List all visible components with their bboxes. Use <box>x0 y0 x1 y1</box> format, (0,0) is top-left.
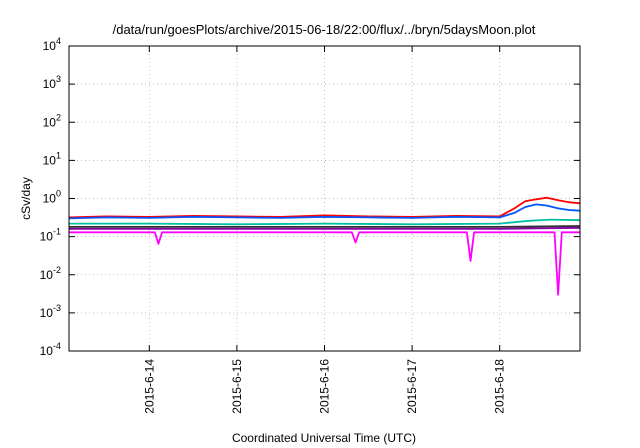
y-tick-label: 104 <box>43 36 61 53</box>
x-axis-label: Coordinated Universal Time (UTC) <box>232 431 416 445</box>
y-tick-label: 10-3 <box>40 303 61 320</box>
y-tick-base: 10 <box>40 268 54 282</box>
y-tick-exponent: 1 <box>56 150 61 160</box>
y-axis-label: cSv/day <box>19 177 33 220</box>
series-line-6 <box>69 231 580 296</box>
chart-title: /data/run/goesPlots/archive/2015-06-18/2… <box>113 22 536 37</box>
series-line-1 <box>68 196 581 219</box>
y-tick-label: 10-2 <box>40 265 61 282</box>
y-tick-exponent: -2 <box>53 265 61 275</box>
x-tick-label: 2015-6-16 <box>318 359 332 414</box>
y-tick-base: 10 <box>43 77 57 91</box>
y-tick-label: 10-4 <box>40 341 61 358</box>
x-tick-label: 2015-6-15 <box>230 359 244 414</box>
series-line-2 <box>68 203 581 220</box>
x-tick-label: 2015-6-18 <box>493 359 507 414</box>
series-line-3 <box>69 218 581 226</box>
y-tick-base: 10 <box>40 230 54 244</box>
y-tick-label: 102 <box>43 112 61 129</box>
y-tick-exponent: -3 <box>53 303 61 313</box>
y-tick-label: 103 <box>43 74 61 91</box>
x-tick-label: 2015-6-14 <box>142 359 156 414</box>
series-line-4 <box>69 225 581 228</box>
series-line-5 <box>69 226 581 230</box>
y-tick-exponent: -1 <box>53 227 61 237</box>
y-tick-base: 10 <box>40 344 54 358</box>
y-tick-exponent: 2 <box>56 112 61 122</box>
y-tick-base: 10 <box>43 115 57 129</box>
y-tick-exponent: 4 <box>56 36 61 46</box>
y-tick-label: 10-1 <box>40 227 61 244</box>
y-tick-base: 10 <box>40 306 54 320</box>
y-tick-base: 10 <box>43 39 57 53</box>
y-tick-base: 10 <box>43 153 57 167</box>
y-tick-label: 101 <box>43 150 61 167</box>
series-group <box>68 196 581 296</box>
x-tick-label: 2015-6-17 <box>405 359 419 414</box>
y-tick-exponent: -4 <box>53 341 61 351</box>
y-tick-exponent: 0 <box>56 189 61 199</box>
y-tick-exponent: 3 <box>56 74 61 84</box>
grid <box>69 46 580 351</box>
y-tick-label: 100 <box>43 189 61 206</box>
y-tick-base: 10 <box>43 192 57 206</box>
tick-group: 10-410-310-210-11001011021031042015-6-14… <box>40 36 580 414</box>
